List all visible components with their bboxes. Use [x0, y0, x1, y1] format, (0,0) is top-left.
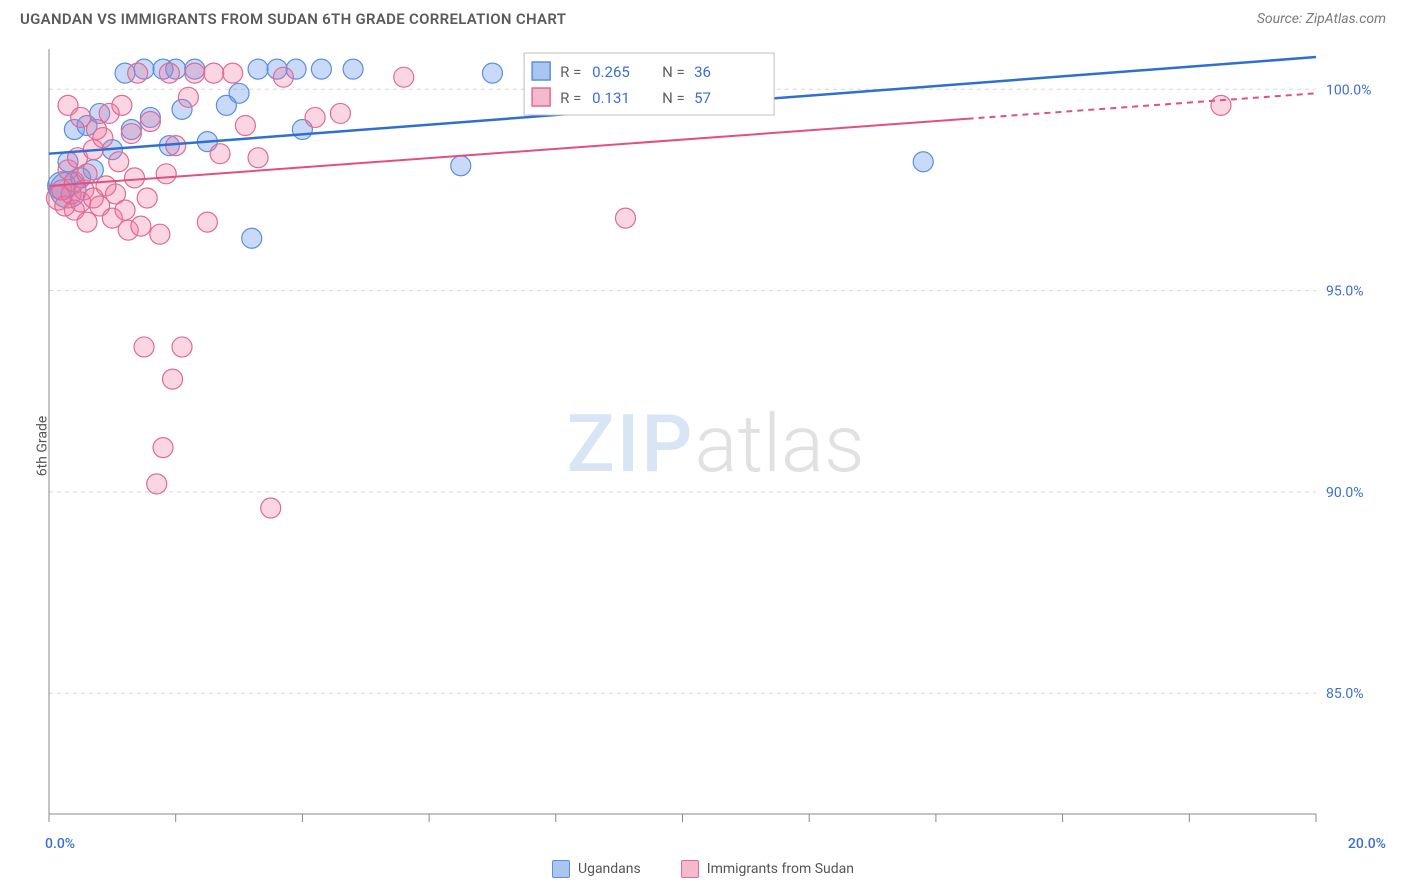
source-attribution: Source: ZipAtlas.com [1257, 11, 1386, 27]
data-point [394, 67, 414, 87]
data-point [178, 87, 198, 107]
data-point [134, 337, 154, 357]
data-point [451, 156, 471, 176]
y-tick-label: 90.0% [1326, 485, 1364, 501]
data-point [131, 216, 151, 236]
data-point [615, 208, 635, 228]
data-point [128, 63, 148, 83]
legend-swatch [681, 860, 699, 878]
x-axis-max-label: 20.0% [1348, 836, 1386, 852]
data-point [77, 164, 97, 184]
data-point [343, 59, 363, 79]
legend-label: Immigrants from Sudan [707, 861, 854, 877]
data-point [223, 63, 243, 83]
regression-line [49, 119, 968, 186]
legend-swatch [552, 860, 570, 878]
data-point [185, 63, 205, 83]
legend-item: Immigrants from Sudan [681, 860, 854, 878]
data-point [913, 152, 933, 172]
legend: Ugandans Immigrants from Sudan [0, 860, 1406, 878]
data-point [115, 200, 135, 220]
data-point [197, 212, 217, 232]
stats-swatch [532, 62, 550, 80]
data-point [261, 498, 281, 518]
data-point [273, 67, 293, 87]
regression-line-extrapolated [968, 93, 1316, 118]
data-point [248, 59, 268, 79]
chart-title: UGANDAN VS IMMIGRANTS FROM SUDAN 6TH GRA… [20, 10, 566, 28]
y-tick-label: 95.0% [1326, 284, 1364, 300]
correlation-chart: 85.0% 90.0% 95.0% 100.0% R = 0.265 N = 36 R = 0.1… [45, 45, 1386, 842]
y-tick-label: 100.0% [1326, 82, 1371, 98]
data-point [248, 148, 268, 168]
data-point [125, 168, 145, 188]
data-point [109, 152, 129, 172]
data-point [235, 116, 255, 136]
data-point [210, 144, 230, 164]
legend-label: Ugandans [578, 861, 641, 877]
data-point [305, 107, 325, 127]
data-point [311, 59, 331, 79]
stats-n-label: N = [662, 63, 685, 81]
data-point [172, 337, 192, 357]
stats-r-value: 0.265 [592, 63, 630, 81]
stats-r-label: R = [560, 63, 581, 81]
x-axis-min-label: 0.0% [45, 836, 75, 852]
data-point [137, 188, 157, 208]
legend-item: Ugandans [552, 860, 641, 878]
data-point [330, 103, 350, 123]
data-point [159, 63, 179, 83]
stats-r-label: R = [560, 89, 581, 107]
data-point [150, 224, 170, 244]
data-point [482, 63, 502, 83]
data-point [156, 164, 176, 184]
stats-n-value: 36 [694, 63, 711, 81]
data-point [1211, 95, 1231, 115]
data-point [229, 83, 249, 103]
y-tick-label: 85.0% [1326, 686, 1364, 702]
stats-n-value: 57 [694, 89, 711, 107]
data-point [163, 369, 183, 389]
data-point [112, 95, 132, 115]
stats-r-value: 0.131 [592, 89, 630, 107]
data-point [121, 124, 141, 144]
stats-n-label: N = [662, 89, 685, 107]
stats-swatch [532, 88, 550, 106]
data-point [77, 212, 97, 232]
data-point [93, 128, 113, 148]
data-point [204, 63, 224, 83]
data-point [242, 228, 262, 248]
data-point [140, 111, 160, 131]
data-point [153, 438, 173, 458]
data-point [147, 474, 167, 494]
